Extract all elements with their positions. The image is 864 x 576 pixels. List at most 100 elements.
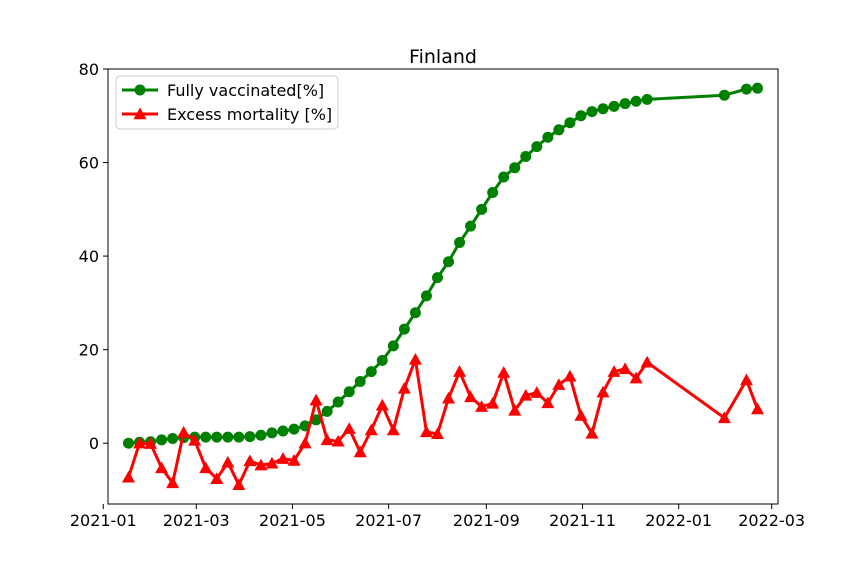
data-point-1-26 bbox=[398, 323, 410, 335]
data-point-2-30 bbox=[442, 391, 456, 404]
data-point-2-16 bbox=[287, 454, 301, 466]
data-point-1-21 bbox=[343, 386, 355, 398]
data-point-1-1 bbox=[122, 437, 134, 449]
x-tick-label: 2021-07 bbox=[355, 511, 422, 530]
data-point-2-34 bbox=[486, 396, 500, 409]
data-point-2-1 bbox=[121, 470, 135, 483]
legend-marker bbox=[134, 84, 146, 96]
data-point-1-24 bbox=[376, 354, 388, 366]
data-point-1-27 bbox=[409, 307, 421, 319]
data-point-1-13 bbox=[255, 429, 267, 441]
data-point-2-51 bbox=[751, 402, 765, 415]
x-tick-label: 2021-05 bbox=[259, 511, 326, 530]
data-point-2-36 bbox=[508, 403, 522, 416]
data-point-1-14 bbox=[266, 427, 278, 439]
data-point-2-19 bbox=[320, 433, 334, 446]
data-point-1-5 bbox=[167, 433, 179, 445]
data-point-1-45 bbox=[608, 100, 620, 112]
data-point-2-6 bbox=[177, 425, 191, 438]
data-point-2-38 bbox=[530, 386, 544, 398]
data-point-2-50 bbox=[739, 373, 753, 386]
data-point-1-28 bbox=[420, 290, 432, 302]
data-point-1-34 bbox=[487, 186, 499, 198]
series-layer bbox=[121, 82, 765, 491]
data-point-2-9 bbox=[210, 472, 224, 484]
data-point-1-47 bbox=[630, 95, 642, 107]
data-point-2-18 bbox=[309, 393, 323, 406]
data-point-2-27 bbox=[408, 352, 422, 365]
x-tick-label: 2021-09 bbox=[453, 511, 520, 530]
legend-label: Fully vaccinated[%] bbox=[167, 81, 324, 100]
data-point-1-30 bbox=[443, 256, 455, 268]
data-point-2-45 bbox=[607, 365, 621, 377]
data-point-1-39 bbox=[542, 131, 554, 143]
data-point-1-50 bbox=[740, 83, 752, 95]
data-point-1-9 bbox=[211, 431, 223, 443]
data-point-2-29 bbox=[430, 427, 444, 440]
data-point-2-39 bbox=[541, 396, 555, 409]
data-point-2-49 bbox=[717, 411, 731, 424]
data-point-1-23 bbox=[365, 366, 377, 378]
data-point-1-38 bbox=[531, 141, 543, 153]
legend-marker bbox=[133, 107, 147, 120]
data-point-1-43 bbox=[586, 106, 598, 118]
data-point-1-44 bbox=[597, 103, 609, 115]
data-point-1-8 bbox=[200, 431, 212, 443]
data-point-1-12 bbox=[244, 431, 256, 443]
data-point-1-32 bbox=[465, 220, 477, 232]
chart-title: Finland bbox=[409, 46, 477, 68]
data-point-2-25 bbox=[386, 423, 400, 436]
data-point-2-40 bbox=[552, 378, 566, 390]
data-point-1-20 bbox=[332, 396, 344, 408]
data-point-2-48 bbox=[640, 355, 654, 368]
legend-label: Excess mortality [%] bbox=[167, 105, 332, 124]
data-point-1-15 bbox=[277, 425, 289, 437]
x-axis: 2021-01 2021-03 2021-05 2021-07 2021-09 2021-… bbox=[70, 504, 805, 530]
data-point-2-24 bbox=[375, 398, 389, 411]
data-point-2-22 bbox=[353, 445, 367, 458]
data-point-1-11 bbox=[233, 431, 245, 443]
data-point-1-16 bbox=[288, 423, 300, 435]
data-point-1-19 bbox=[321, 405, 333, 417]
data-point-2-8 bbox=[199, 461, 213, 474]
data-point-2-37 bbox=[519, 388, 533, 401]
data-point-1-49 bbox=[718, 89, 730, 101]
data-point-2-5 bbox=[166, 476, 180, 489]
y-axis: 0 20 40 60 80 bbox=[79, 60, 108, 453]
data-point-1-35 bbox=[498, 171, 510, 183]
data-point-1-48 bbox=[641, 93, 653, 105]
legend-entry-2: Excess mortality [%] bbox=[122, 105, 332, 124]
data-point-2-46 bbox=[618, 362, 632, 375]
x-tick-label: 2021-03 bbox=[163, 511, 230, 530]
data-point-2-33 bbox=[475, 400, 489, 412]
data-point-2-44 bbox=[596, 385, 610, 398]
data-point-1-41 bbox=[564, 117, 576, 129]
data-point-2-43 bbox=[585, 426, 599, 439]
data-point-1-36 bbox=[509, 162, 521, 174]
data-point-1-33 bbox=[476, 203, 488, 215]
data-point-2-35 bbox=[497, 366, 511, 378]
x-tick-label: 2021-11 bbox=[549, 511, 616, 530]
x-tick-label: 2022-03 bbox=[738, 511, 805, 530]
y-tick-label: 0 bbox=[89, 434, 99, 453]
data-point-2-2 bbox=[133, 436, 147, 449]
data-point-1-18 bbox=[310, 414, 322, 426]
data-point-2-42 bbox=[574, 409, 588, 421]
data-point-2-3 bbox=[144, 437, 158, 449]
legend: Fully vaccinated[%] Excess mortality [%] bbox=[115, 75, 339, 130]
data-point-1-46 bbox=[619, 98, 631, 110]
x-tick-label: 2022-01 bbox=[645, 511, 712, 530]
data-point-1-10 bbox=[222, 431, 234, 443]
plot-area-frame bbox=[107, 68, 779, 505]
data-point-2-20 bbox=[331, 434, 345, 447]
data-point-2-15 bbox=[276, 452, 290, 464]
data-point-2-12 bbox=[243, 454, 257, 467]
legend-box bbox=[115, 75, 339, 130]
data-point-1-31 bbox=[454, 237, 466, 249]
series-2 bbox=[121, 352, 765, 491]
data-point-2-32 bbox=[464, 390, 478, 403]
data-point-2-28 bbox=[419, 425, 433, 438]
data-point-1-4 bbox=[156, 434, 168, 446]
data-point-1-42 bbox=[575, 110, 587, 122]
legend-entry-1: Fully vaccinated[%] bbox=[122, 81, 324, 100]
